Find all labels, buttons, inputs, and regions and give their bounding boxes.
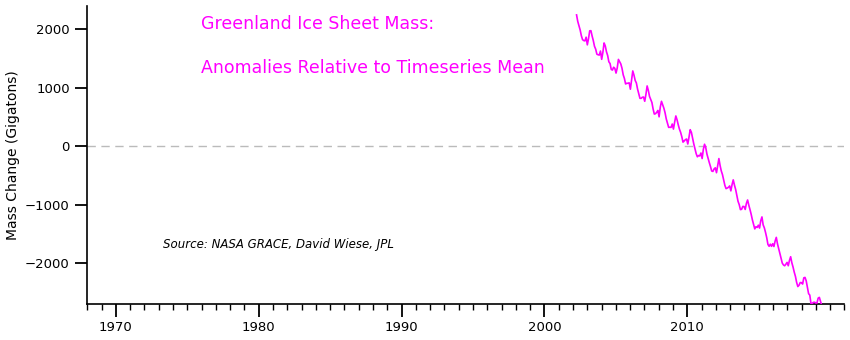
Text: Source: NASA GRACE, David Wiese, JPL: Source: NASA GRACE, David Wiese, JPL bbox=[163, 238, 394, 251]
Text: Greenland Ice Sheet Mass:: Greenland Ice Sheet Mass: bbox=[201, 15, 434, 33]
Y-axis label: Mass Change (Gigatons): Mass Change (Gigatons) bbox=[6, 70, 20, 240]
Text: Anomalies Relative to Timeseries Mean: Anomalies Relative to Timeseries Mean bbox=[201, 59, 545, 77]
